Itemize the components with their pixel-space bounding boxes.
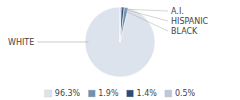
legend-label: 1.9% <box>98 89 119 98</box>
legend-item: 1.9% <box>88 89 119 98</box>
slice <box>120 7 121 42</box>
pie <box>85 7 155 77</box>
slice <box>85 7 155 77</box>
legend-label: 1.4% <box>137 89 158 98</box>
labels: WHITE A.I.HISPANICBLACK <box>8 7 209 47</box>
slice <box>120 7 128 42</box>
leader-line <box>121 9 168 31</box>
slice <box>120 7 124 42</box>
category-label: HISPANIC <box>171 17 209 26</box>
legend-swatch <box>127 90 134 97</box>
chart: WHITE A.I.HISPANICBLACK 96.3% 1.9% 1.4% 0.5% <box>0 0 240 100</box>
category-label: A.I. <box>171 7 184 16</box>
leader-line <box>126 9 168 11</box>
category-label: WHITE <box>8 38 34 47</box>
legend-label: 0.5% <box>175 89 196 98</box>
legend-item: 1.4% <box>127 89 158 98</box>
legend: 96.3% 1.9% 1.4% 0.5% <box>45 89 196 98</box>
legend-item: 0.5% <box>165 89 196 98</box>
leader-line <box>123 9 168 21</box>
legend-swatch <box>45 90 52 97</box>
legend-swatch <box>165 90 172 97</box>
legend-label: 96.3% <box>55 89 81 98</box>
category-label: BLACK <box>171 27 198 36</box>
legend-item: 96.3% <box>45 89 81 98</box>
leader-line <box>37 42 88 43</box>
legend-swatch <box>88 90 95 97</box>
